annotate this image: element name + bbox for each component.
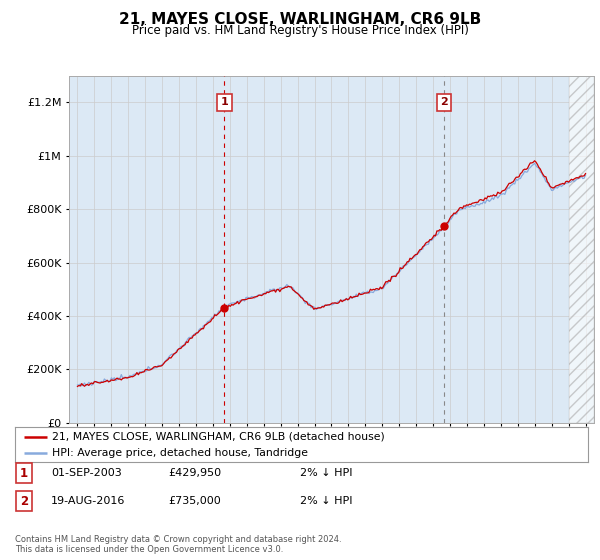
Text: HPI: Average price, detached house, Tandridge: HPI: Average price, detached house, Tand… [52, 448, 308, 458]
Bar [569, 76, 594, 423]
Text: Contains HM Land Registry data © Crown copyright and database right 2024.: Contains HM Land Registry data © Crown c… [15, 535, 341, 544]
Text: £429,950: £429,950 [168, 468, 221, 478]
Text: 2% ↓ HPI: 2% ↓ HPI [300, 468, 353, 478]
Text: 19-AUG-2016: 19-AUG-2016 [51, 496, 125, 506]
Text: 01-SEP-2003: 01-SEP-2003 [51, 468, 122, 478]
Text: This data is licensed under the Open Government Licence v3.0.: This data is licensed under the Open Gov… [15, 545, 283, 554]
Text: 2: 2 [20, 494, 28, 508]
Text: 21, MAYES CLOSE, WARLINGHAM, CR6 9LB: 21, MAYES CLOSE, WARLINGHAM, CR6 9LB [119, 12, 481, 27]
Text: £735,000: £735,000 [168, 496, 221, 506]
Text: 21, MAYES CLOSE, WARLINGHAM, CR6 9LB (detached house): 21, MAYES CLOSE, WARLINGHAM, CR6 9LB (de… [52, 432, 385, 442]
Text: 1: 1 [20, 466, 28, 480]
Text: 1: 1 [220, 97, 228, 108]
Text: Price paid vs. HM Land Registry's House Price Index (HPI): Price paid vs. HM Land Registry's House … [131, 24, 469, 37]
Text: 2% ↓ HPI: 2% ↓ HPI [300, 496, 353, 506]
Text: 2: 2 [440, 97, 448, 108]
